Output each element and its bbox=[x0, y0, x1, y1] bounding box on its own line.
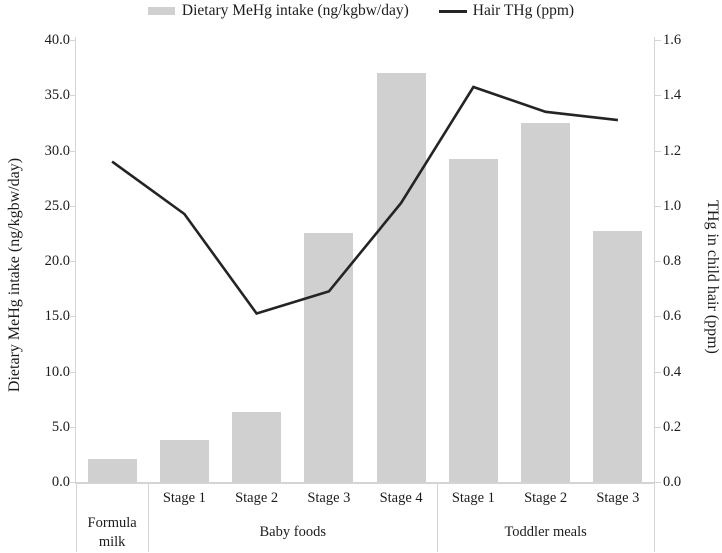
x-axis-divider bbox=[653, 483, 655, 552]
x-stage-label: Stage 2 bbox=[235, 490, 279, 506]
x-group-label-formula-milk: Formula milk bbox=[87, 515, 137, 550]
legend-label-mehg: Dietary MeHg intake (ng/kgbw/day) bbox=[181, 2, 409, 19]
x-axis-divider bbox=[436, 483, 438, 552]
left-axis-line bbox=[75, 37, 76, 482]
right-axis-tickmark bbox=[655, 426, 661, 428]
line-series-swatch-icon bbox=[438, 9, 467, 13]
right-axis-tickmark bbox=[655, 40, 661, 41]
bar-stage-1 bbox=[448, 159, 498, 482]
right-axis-tick-label: 0.2 bbox=[663, 418, 682, 435]
right-axis-tickmark bbox=[655, 95, 661, 97]
right-axis-tick-label: 0.0 bbox=[663, 474, 682, 490]
x-axis-divider bbox=[147, 483, 149, 552]
x-group-label-baby-foods: Baby foods bbox=[259, 524, 326, 541]
right-axis-tickmark bbox=[655, 371, 661, 373]
right-axis-tick-label: 1.0 bbox=[663, 197, 682, 214]
bar-formula-milk bbox=[87, 458, 137, 482]
bar-series-swatch-icon bbox=[147, 7, 175, 15]
bar-stage-3 bbox=[593, 231, 643, 482]
right-axis-tick-label: 0.8 bbox=[663, 253, 682, 269]
legend-item-mehg-bars: Dietary MeHg intake (ng/kgbw/day) bbox=[147, 2, 409, 20]
x-axis-divider bbox=[75, 483, 77, 552]
right-axis-tickmark bbox=[655, 150, 661, 152]
bar-stage-2 bbox=[521, 122, 571, 482]
left-axis-tickmark bbox=[69, 205, 75, 207]
left-axis-tick-label: 30.0 bbox=[44, 142, 70, 159]
left-axis-tickmark bbox=[69, 426, 75, 428]
right-axis-tick-label: 1.2 bbox=[663, 142, 682, 159]
x-stage-label: Stage 1 bbox=[162, 490, 206, 506]
line-series bbox=[111, 85, 619, 316]
left-axis-tickmark bbox=[69, 261, 75, 262]
bar-stage-2 bbox=[232, 412, 282, 482]
legend-item-hair-thg-line: Hair THg (ppm) bbox=[438, 2, 575, 20]
right-axis-tick-label: 0.6 bbox=[663, 308, 682, 325]
bottom-axis-line bbox=[75, 482, 655, 484]
x-stage-label: Stage 2 bbox=[524, 490, 568, 506]
x-group-label-toddler-meals: Toddler meals bbox=[504, 524, 587, 541]
plot-area bbox=[76, 40, 654, 482]
bar-stage-1 bbox=[159, 440, 209, 482]
bar-stage-3 bbox=[304, 233, 354, 482]
right-axis-line bbox=[654, 37, 655, 482]
right-axis-tick-label: 0.4 bbox=[663, 363, 682, 380]
left-axis-tick-label: 0.0 bbox=[51, 474, 70, 490]
x-stage-label: Stage 3 bbox=[307, 490, 351, 506]
right-axis-tickmark bbox=[655, 316, 661, 318]
left-axis-tickmark bbox=[69, 40, 75, 41]
left-axis-tickmark bbox=[69, 316, 75, 318]
bar-stage-4 bbox=[376, 73, 426, 482]
left-axis-tick-label: 15.0 bbox=[44, 308, 70, 325]
x-stage-label: Stage 3 bbox=[596, 490, 640, 506]
right-axis-tickmark bbox=[655, 261, 661, 262]
left-axis-tick-label: 5.0 bbox=[51, 418, 70, 435]
x-stage-label: Stage 4 bbox=[379, 490, 423, 506]
hair-thg-polyline bbox=[111, 85, 619, 316]
left-axis-tick-label: 20.0 bbox=[44, 253, 70, 269]
legend-label-hair-thg: Hair THg (ppm) bbox=[472, 2, 575, 19]
legend: Dietary MeHg intake (ng/kgbw/day) Hair T… bbox=[0, 2, 722, 20]
right-axis-tickmark bbox=[655, 482, 661, 483]
left-axis-tick-label: 35.0 bbox=[44, 87, 70, 104]
bar-series bbox=[76, 40, 654, 482]
left-axis-tick-label: 40.0 bbox=[44, 32, 70, 48]
left-axis-tick-label: 25.0 bbox=[44, 197, 70, 214]
right-axis-tick-label: 1.4 bbox=[663, 87, 682, 104]
left-axis-tickmark bbox=[69, 482, 75, 483]
right-axis-tick-label: 1.6 bbox=[663, 32, 682, 48]
left-axis-tickmark bbox=[69, 150, 75, 152]
left-axis-tickmark bbox=[69, 95, 75, 97]
x-stage-label: Stage 1 bbox=[451, 490, 495, 506]
left-axis-tick-label: 10.0 bbox=[44, 363, 70, 380]
right-axis-tickmark bbox=[655, 205, 661, 207]
left-axis-tickmark bbox=[69, 371, 75, 373]
